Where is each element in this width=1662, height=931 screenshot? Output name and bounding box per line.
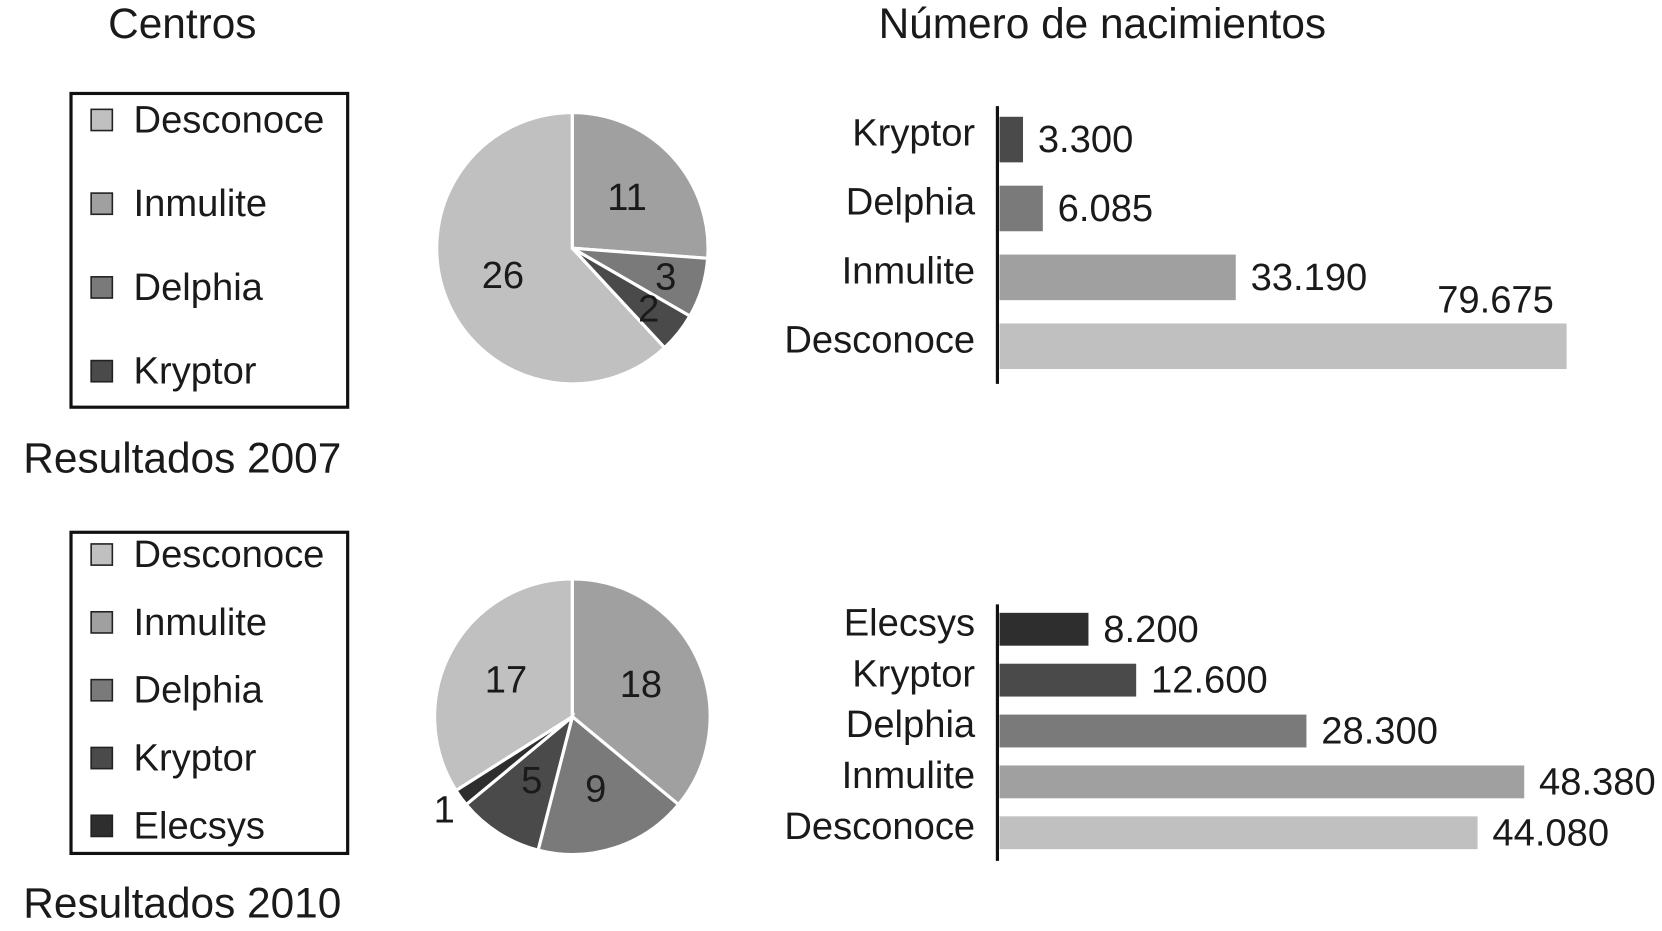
chart-title: Resultados 2007 xyxy=(23,435,341,482)
value-label: 8.200 xyxy=(1103,608,1198,651)
legend-label: Elecsys xyxy=(134,804,265,847)
legend-label: Kryptor xyxy=(134,350,257,393)
slice-label: 3 xyxy=(655,256,676,299)
category-label: Desconoce xyxy=(784,318,975,361)
bar xyxy=(999,663,1137,697)
pie-slice xyxy=(435,110,667,386)
bar xyxy=(999,612,1089,646)
category-label: Elecsys xyxy=(844,601,975,644)
chart-title: Resultados 2010 xyxy=(23,880,341,927)
category-label: Inmulite xyxy=(842,754,976,797)
value-label: 33.190 xyxy=(1251,256,1368,299)
pie-slice xyxy=(536,713,681,857)
legend-label: Delphia xyxy=(134,669,264,712)
value-label: 28.300 xyxy=(1321,710,1438,753)
legend-box xyxy=(69,91,350,409)
legend-swatch xyxy=(90,610,114,634)
value-label: 6.085 xyxy=(1058,187,1153,230)
legend-swatch xyxy=(90,276,114,299)
legend-label: Kryptor xyxy=(134,737,257,780)
column-title: Centros xyxy=(108,0,256,47)
column-title: Número de nacimientos xyxy=(879,0,1327,47)
legend-swatch xyxy=(90,678,114,702)
value-label: 48.380 xyxy=(1539,760,1656,803)
pie-slice xyxy=(571,246,693,350)
legend-swatch xyxy=(90,192,114,216)
category-label: Inmulite xyxy=(842,249,976,292)
bar xyxy=(999,323,1567,370)
legend-box xyxy=(69,530,350,856)
pie-slice xyxy=(453,715,574,807)
slice-label: 5 xyxy=(521,759,542,802)
category-label: Kryptor xyxy=(852,112,975,155)
value-label: 3.300 xyxy=(1038,118,1133,161)
slice-label: 11 xyxy=(607,176,647,219)
slice-label: 17 xyxy=(485,659,527,702)
legend-label: Inmulite xyxy=(134,182,268,225)
legend-label: Desconoce xyxy=(134,533,325,576)
bar xyxy=(999,765,1525,799)
category-label: Desconoce xyxy=(784,805,975,848)
legend-swatch xyxy=(90,746,114,770)
slice-label: 2 xyxy=(638,288,659,331)
legend-swatch xyxy=(90,543,114,566)
value-label: 44.080 xyxy=(1492,811,1609,854)
legend-label: Delphia xyxy=(134,266,264,309)
legend-swatch xyxy=(90,108,114,132)
slice-label: 18 xyxy=(620,663,662,706)
value-label: 79.675 xyxy=(1437,279,1554,322)
slice-label: 9 xyxy=(585,767,606,810)
pie-slice xyxy=(570,577,712,807)
slice-label: 26 xyxy=(482,254,524,297)
bar xyxy=(999,254,1236,301)
category-label: Delphia xyxy=(846,181,976,224)
value-label: 12.600 xyxy=(1151,659,1268,702)
category-label: Kryptor xyxy=(852,652,975,695)
bar xyxy=(999,714,1307,748)
bar xyxy=(999,185,1043,232)
legend-label: Inmulite xyxy=(134,601,268,644)
pie-slice xyxy=(463,712,576,853)
pie-slice xyxy=(570,110,710,261)
legend-swatch xyxy=(90,359,114,383)
bar xyxy=(999,116,1024,163)
bar xyxy=(999,816,1478,850)
legend-swatch xyxy=(90,814,114,838)
legend-label: Desconoce xyxy=(134,98,325,141)
category-label: Delphia xyxy=(846,703,976,746)
slice-label: 1 xyxy=(434,788,455,831)
